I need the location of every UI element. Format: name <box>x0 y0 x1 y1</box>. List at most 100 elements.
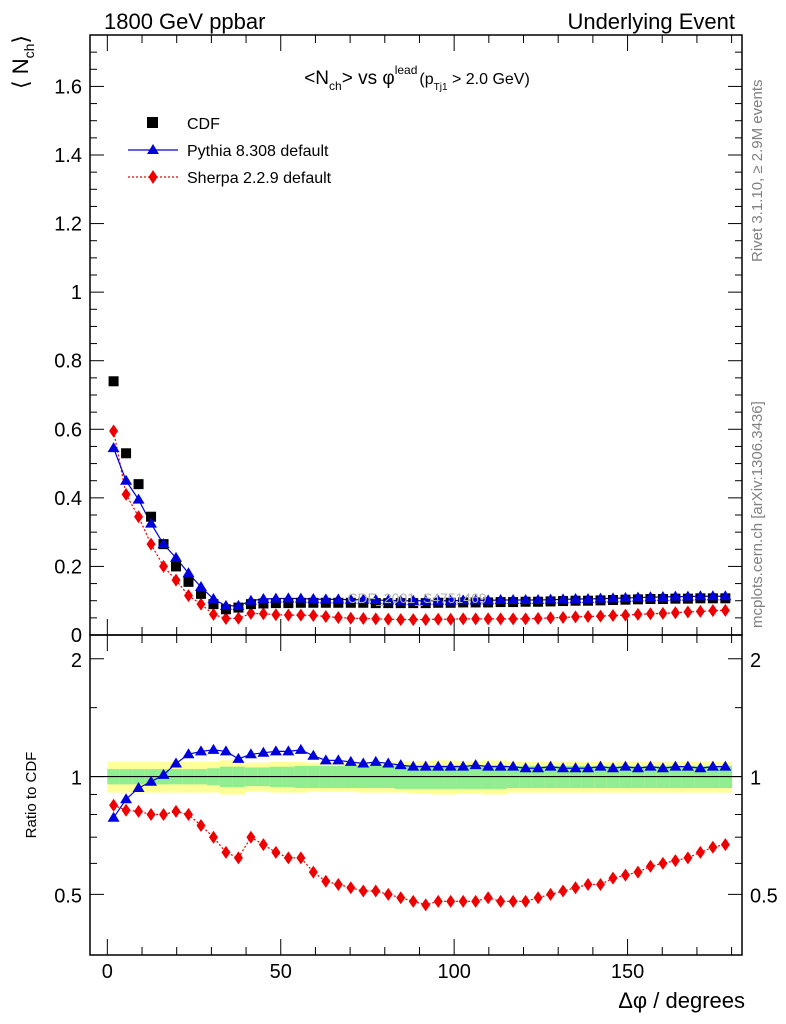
analysis-watermark: CDF_2001_S4751469 <box>347 590 487 606</box>
sherpa-point <box>109 424 119 438</box>
sherpa-ratio-point <box>546 887 556 901</box>
pythia-ratio-point <box>482 760 495 771</box>
sherpa-ratio-point <box>571 881 581 895</box>
sherpa-ratio-point <box>521 894 531 908</box>
pythia-point <box>519 594 532 605</box>
pythia-ratio-point <box>706 760 719 771</box>
x-tick-label: 100 <box>437 961 470 983</box>
sherpa-point <box>333 611 343 625</box>
sherpa-point <box>246 606 256 620</box>
main-y-axis-label: ⟨ Nch⟩ <box>8 35 37 89</box>
x-axis-label: Δφ / degrees <box>618 988 745 1013</box>
pythia-point <box>244 594 257 605</box>
pythia-point <box>269 592 282 603</box>
sherpa-point <box>396 613 406 627</box>
pythia-point <box>182 567 195 578</box>
sherpa-ratio-point <box>670 854 680 868</box>
pythia-point <box>482 594 495 605</box>
pythia-point <box>207 593 220 603</box>
sherpa-point <box>171 573 181 587</box>
pythia-ratio-point <box>182 748 195 759</box>
pythia-point <box>432 594 445 605</box>
header-right: Underlying Event <box>567 9 735 34</box>
sherpa-point <box>321 609 331 623</box>
main-y-tick-label: 1 <box>71 282 82 304</box>
sherpa-point <box>283 608 293 622</box>
pythia-point <box>694 590 707 601</box>
sherpa-ratio-point <box>496 894 506 908</box>
cdf-point <box>108 376 119 387</box>
sherpa-ratio-point <box>196 818 206 832</box>
pythia-ratio-point <box>544 760 557 771</box>
sherpa-point <box>633 607 643 621</box>
ratio-y-tick-label-right: 0.5 <box>750 885 778 907</box>
pythia-line <box>113 447 726 607</box>
pythia-point <box>357 593 370 604</box>
ratio-y-tick-label: 0.5 <box>54 885 82 907</box>
pythia-ratio-point <box>444 760 457 771</box>
sherpa-ratio-point <box>283 851 293 865</box>
pythia-ratio-point <box>694 762 707 773</box>
pythia-point <box>681 590 694 601</box>
cdf-point <box>146 511 157 522</box>
sherpa-ratio-point <box>271 845 281 859</box>
pythia-ratio-point <box>307 749 320 760</box>
cdf-point <box>270 598 281 609</box>
legend-cdf-label: CDF <box>187 116 220 133</box>
sherpa-point <box>558 611 568 625</box>
sherpa-point <box>720 603 730 617</box>
sherpa-ratio-point <box>683 851 693 865</box>
sherpa-point <box>483 612 493 626</box>
pythia-point <box>332 593 345 604</box>
sherpa-point <box>221 612 231 626</box>
sherpa-ratio-point <box>471 894 481 908</box>
sherpa-ratio-point <box>159 807 169 821</box>
sherpa-point <box>258 607 268 621</box>
legend-sherpa-label: Sherpa 2.2.9 default <box>187 170 332 187</box>
pythia-ratio-point <box>382 757 395 768</box>
main-y-tick-label: 0.2 <box>54 556 82 578</box>
sherpa-ratio-point <box>308 865 318 879</box>
sherpa-point <box>421 613 431 627</box>
sherpa-point <box>358 612 368 626</box>
pythia-ratio-point <box>107 811 120 822</box>
sherpa-point <box>546 611 556 625</box>
sherpa-point <box>308 608 318 622</box>
sherpa-ratio-point <box>171 804 181 818</box>
sherpa-ratio-point <box>533 891 543 905</box>
main-y-tick-label: 0.8 <box>54 351 82 373</box>
pythia-ratio-point <box>394 759 407 770</box>
sherpa-point <box>383 612 393 626</box>
pythia-point <box>457 594 470 605</box>
main-plot-title: <Nch> vs φlead(pTj1 > 2.0 GeV) <box>304 63 530 93</box>
pythia-ratio-point <box>344 755 357 766</box>
sherpa-ratio-point <box>620 868 630 882</box>
pythia-ratio-point <box>432 760 445 771</box>
pythia-point <box>219 599 232 610</box>
pythia-ratio-point <box>319 754 332 765</box>
pythia-ratio-point <box>207 743 220 754</box>
pythia-point <box>107 442 120 453</box>
sherpa-point <box>183 589 193 603</box>
x-tick-label: 50 <box>270 961 292 983</box>
cdf-point <box>195 588 206 599</box>
pythia-point <box>582 593 595 603</box>
ratio-y-tick-label-right: 2 <box>750 650 761 672</box>
sherpa-point <box>458 612 468 626</box>
pythia-ratio-point <box>145 775 158 786</box>
legend-cdf-marker <box>147 117 158 128</box>
sherpa-point <box>159 559 169 573</box>
sherpa-point <box>233 611 243 625</box>
pythia-ratio-point <box>644 760 657 771</box>
sherpa-point <box>471 612 481 626</box>
pythia-ratio-point <box>257 746 270 757</box>
pythia-ratio-point <box>681 760 694 771</box>
sherpa-point <box>533 612 543 626</box>
main-plot-area <box>107 376 732 627</box>
pythia-ratio-point <box>669 760 682 771</box>
pythia-point <box>132 493 145 504</box>
pythia-point <box>194 581 207 591</box>
sherpa-point <box>620 608 630 622</box>
sherpa-ratio-point <box>645 859 655 873</box>
